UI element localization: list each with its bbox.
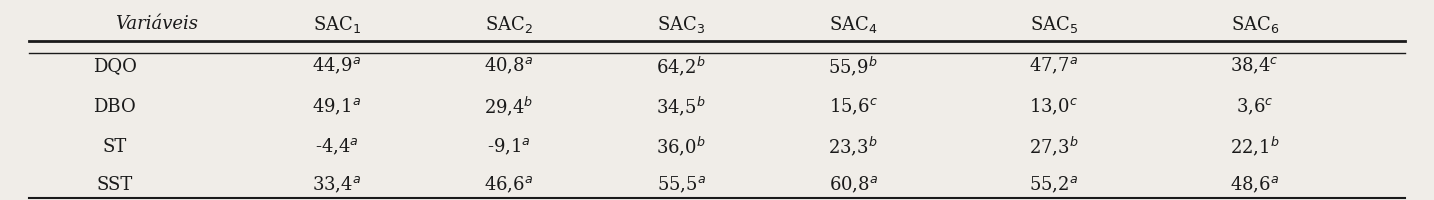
Text: 55,2$^{a}$: 55,2$^{a}$ bbox=[1030, 174, 1078, 194]
Text: 3,6$^{c}$: 3,6$^{c}$ bbox=[1236, 96, 1273, 116]
Text: 13,0$^{c}$: 13,0$^{c}$ bbox=[1030, 96, 1078, 116]
Text: 34,5$^{b}$: 34,5$^{b}$ bbox=[657, 94, 706, 118]
Text: 36,0$^{b}$: 36,0$^{b}$ bbox=[657, 134, 706, 158]
Text: 38,4$^{c}$: 38,4$^{c}$ bbox=[1230, 56, 1279, 76]
Text: 33,4$^{a}$: 33,4$^{a}$ bbox=[313, 174, 361, 194]
Text: 15,6$^{c}$: 15,6$^{c}$ bbox=[829, 96, 878, 116]
Text: 40,8$^{a}$: 40,8$^{a}$ bbox=[485, 56, 533, 76]
Text: 29,4$^{b}$: 29,4$^{b}$ bbox=[485, 94, 533, 118]
Text: 55,9$^{b}$: 55,9$^{b}$ bbox=[829, 54, 878, 78]
Text: -9,1$^{a}$: -9,1$^{a}$ bbox=[488, 136, 531, 156]
Text: SAC$_{3}$: SAC$_{3}$ bbox=[657, 14, 706, 34]
Text: Variáveis: Variáveis bbox=[115, 15, 198, 33]
Text: 55,5$^{a}$: 55,5$^{a}$ bbox=[657, 174, 706, 194]
Text: SST: SST bbox=[96, 175, 133, 193]
Text: SAC$_{6}$: SAC$_{6}$ bbox=[1230, 14, 1279, 34]
Text: 23,3$^{b}$: 23,3$^{b}$ bbox=[829, 134, 878, 158]
Text: 46,6$^{a}$: 46,6$^{a}$ bbox=[485, 174, 533, 194]
Text: SAC$_{1}$: SAC$_{1}$ bbox=[313, 14, 361, 34]
Text: 48,6$^{a}$: 48,6$^{a}$ bbox=[1230, 174, 1279, 194]
Text: 47,7$^{a}$: 47,7$^{a}$ bbox=[1030, 56, 1078, 76]
Text: 27,3$^{b}$: 27,3$^{b}$ bbox=[1030, 134, 1078, 158]
Text: -4,4$^{a}$: -4,4$^{a}$ bbox=[315, 136, 358, 156]
Text: SAC$_{4}$: SAC$_{4}$ bbox=[829, 14, 878, 34]
Text: 49,1$^{a}$: 49,1$^{a}$ bbox=[313, 96, 361, 116]
Text: 44,9$^{a}$: 44,9$^{a}$ bbox=[313, 56, 361, 76]
Text: ST: ST bbox=[103, 137, 126, 155]
Text: 64,2$^{b}$: 64,2$^{b}$ bbox=[657, 54, 706, 78]
Text: SAC$_{2}$: SAC$_{2}$ bbox=[485, 14, 533, 34]
Text: 60,8$^{a}$: 60,8$^{a}$ bbox=[829, 174, 878, 194]
Text: DBO: DBO bbox=[93, 97, 136, 115]
Text: DQO: DQO bbox=[93, 57, 136, 75]
Text: SAC$_{5}$: SAC$_{5}$ bbox=[1030, 14, 1078, 34]
Text: 22,1$^{b}$: 22,1$^{b}$ bbox=[1230, 134, 1279, 158]
